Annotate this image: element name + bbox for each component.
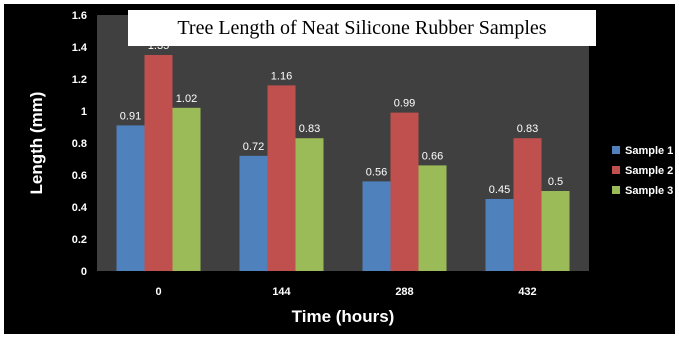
bar-chart: Length (mm) Time (hours) 0 0.2 0.4 0.6 0.8 1 1…: [27, 10, 673, 326]
y-tick-label: 1: [81, 106, 87, 118]
data-label: 0.91: [120, 110, 141, 122]
y-tick-label: 0.6: [72, 170, 87, 182]
legend-swatch: [612, 166, 620, 174]
bar: [267, 85, 296, 272]
bar: [144, 55, 173, 271]
legend-swatch: [612, 146, 620, 154]
y-axis-title: Length (mm): [27, 92, 46, 195]
bar: [295, 138, 324, 271]
legend-label: Sample 3: [625, 185, 673, 197]
bar: [362, 181, 391, 271]
y-tick-label: 0.2: [72, 234, 87, 246]
data-label: 0.99: [394, 98, 415, 110]
legend-label: Sample 1: [625, 145, 673, 157]
x-axis-ticks: 0 144 288 432: [155, 286, 536, 298]
legend: Sample 1 Sample 2 Sample 3: [612, 145, 673, 197]
y-tick-label: 0.4: [72, 202, 88, 214]
data-label: 0.83: [517, 123, 538, 135]
data-label: 0.83: [299, 123, 320, 135]
y-tick-label: 1.2: [72, 74, 87, 86]
y-tick-label: 0.8: [72, 138, 87, 150]
legend-swatch: [612, 186, 620, 194]
bar: [485, 199, 514, 271]
y-tick-label: 0: [81, 266, 87, 278]
y-axis-ticks: 0 0.2 0.4 0.6 0.8 1 1.2 1.4 1.6: [72, 10, 88, 278]
bar: [418, 165, 447, 271]
data-label: 1.16: [271, 70, 292, 82]
x-tick-label: 288: [395, 286, 413, 298]
bar: [116, 125, 145, 272]
legend-label: Sample 2: [625, 165, 673, 177]
data-label: 0.56: [366, 166, 387, 178]
data-label: 1.02: [176, 93, 197, 105]
y-tick-label: 1.6: [72, 10, 87, 22]
bar: [513, 138, 542, 271]
bar: [541, 191, 570, 271]
chart-title: Tree Length of Neat Silicone Rubber Samp…: [128, 10, 596, 46]
data-label: 0.45: [489, 184, 510, 196]
bars: [116, 55, 570, 272]
data-label: 0.66: [422, 150, 443, 162]
x-axis-title: Time (hours): [292, 307, 395, 326]
data-label: 0.72: [243, 141, 264, 153]
bar: [172, 107, 201, 271]
x-tick-label: 0: [155, 286, 161, 298]
x-tick-label: 432: [518, 286, 536, 298]
bar: [390, 112, 419, 271]
bar: [239, 155, 268, 271]
x-tick-label: 144: [272, 286, 291, 298]
data-label: 0.5: [548, 176, 563, 188]
y-tick-label: 1.4: [72, 42, 88, 54]
chart-frame: Length (mm) Time (hours) 0 0.2 0.4 0.6 0.8 1 1…: [4, 4, 675, 334]
